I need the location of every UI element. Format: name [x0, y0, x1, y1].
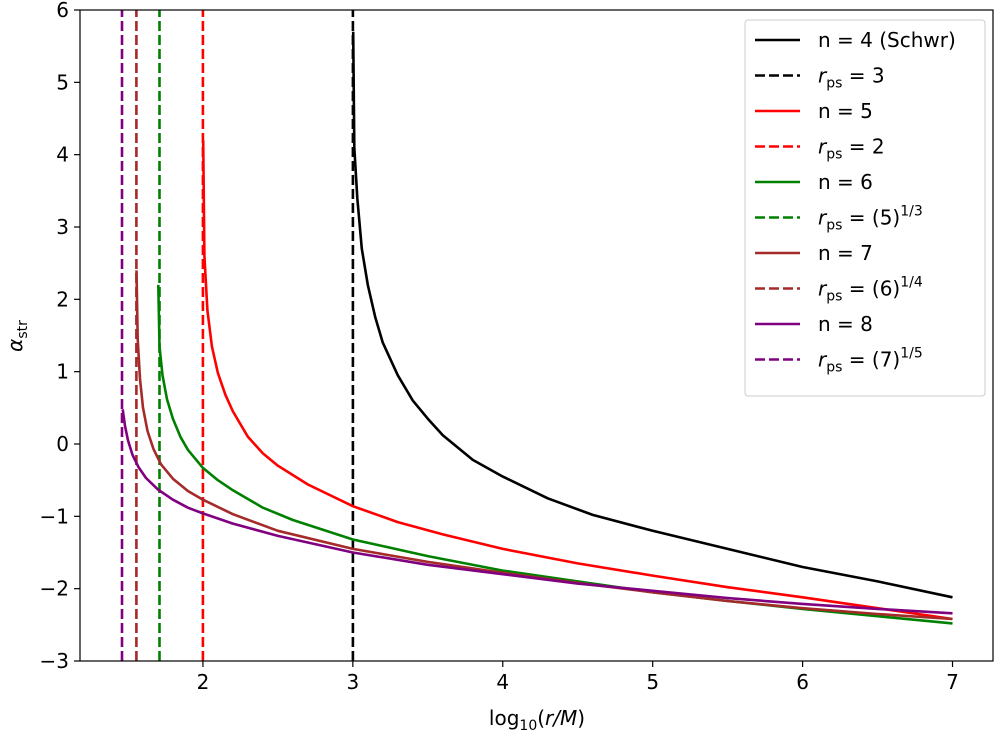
- legend-entry: n = 6: [755, 170, 873, 194]
- legend-label: n = 7: [818, 241, 873, 265]
- legend-entry: n = 5: [755, 99, 873, 123]
- plot-frame: [79, 9, 994, 662]
- legend: n = 4 (Schwr) rps = 3 n = 5 rps = 2 n = 6 rps…: [744, 19, 986, 397]
- y-tick-label: 5: [56, 70, 69, 94]
- legend-entry: rps = 2: [755, 135, 885, 163]
- x-tick-label: 5: [646, 670, 659, 694]
- y-tick-label: −3: [40, 649, 69, 673]
- x-axis-label: log10(r/M): [489, 706, 585, 733]
- y-tick-label: 1: [56, 360, 69, 384]
- y-axis-ticks: −3 −2 −1 0 1 2 3 4 5 6: [40, 0, 80, 673]
- legend-label: rps = 3: [818, 64, 885, 92]
- y-tick-label: −2: [40, 577, 69, 601]
- legend-label: n = 5: [818, 99, 873, 123]
- x-tick-label: 3: [346, 670, 359, 694]
- legend-label: rps = (7)1/5: [818, 346, 923, 376]
- series-n-7-line: [135, 270, 953, 621]
- legend-entry: n = 8: [755, 312, 873, 336]
- x-tick-label: 7: [946, 670, 959, 694]
- legend-entry: n = 4 (Schwr): [755, 28, 956, 52]
- series-layer: [120, 10, 953, 661]
- y-tick-label: 0: [56, 432, 69, 456]
- legend-label: rps = (6)1/4: [818, 275, 923, 305]
- y-tick-label: 2: [56, 287, 69, 311]
- y-tick-label: −1: [40, 504, 69, 528]
- series-n-8-line: [121, 409, 953, 615]
- legend-label: n = 4 (Schwr): [818, 28, 956, 52]
- legend-box: [744, 19, 986, 397]
- legend-entry: n = 7: [755, 241, 873, 265]
- y-tick-label: 6: [56, 0, 69, 22]
- x-axis-ticks: 2 3 4 5 6 7: [197, 661, 959, 694]
- y-tick-label: 4: [56, 143, 69, 167]
- legend-entry: rps = (7)1/5: [755, 346, 923, 376]
- legend-label: rps = 2: [818, 135, 885, 163]
- legend-label: n = 8: [818, 312, 873, 336]
- series-n-4-schwr-line: [351, 31, 953, 599]
- legend-label: rps = (5)1/3: [818, 204, 923, 234]
- legend-entry: rps = (5)1/3: [755, 204, 923, 234]
- x-tick-label: 4: [496, 670, 509, 694]
- y-axis-label: αstr: [3, 320, 31, 352]
- x-tick-label: 2: [197, 670, 210, 694]
- legend-entry: rps = (6)1/4: [755, 275, 923, 305]
- legend-entry: rps = 3: [755, 64, 885, 92]
- x-tick-label: 6: [796, 670, 809, 694]
- series-n-5-line: [201, 140, 953, 621]
- y-tick-label: 3: [56, 215, 69, 239]
- legend-items: n = 4 (Schwr) rps = 3 n = 5 rps = 2 n = 6 rps…: [755, 28, 956, 376]
- legend-label: n = 6: [818, 170, 873, 194]
